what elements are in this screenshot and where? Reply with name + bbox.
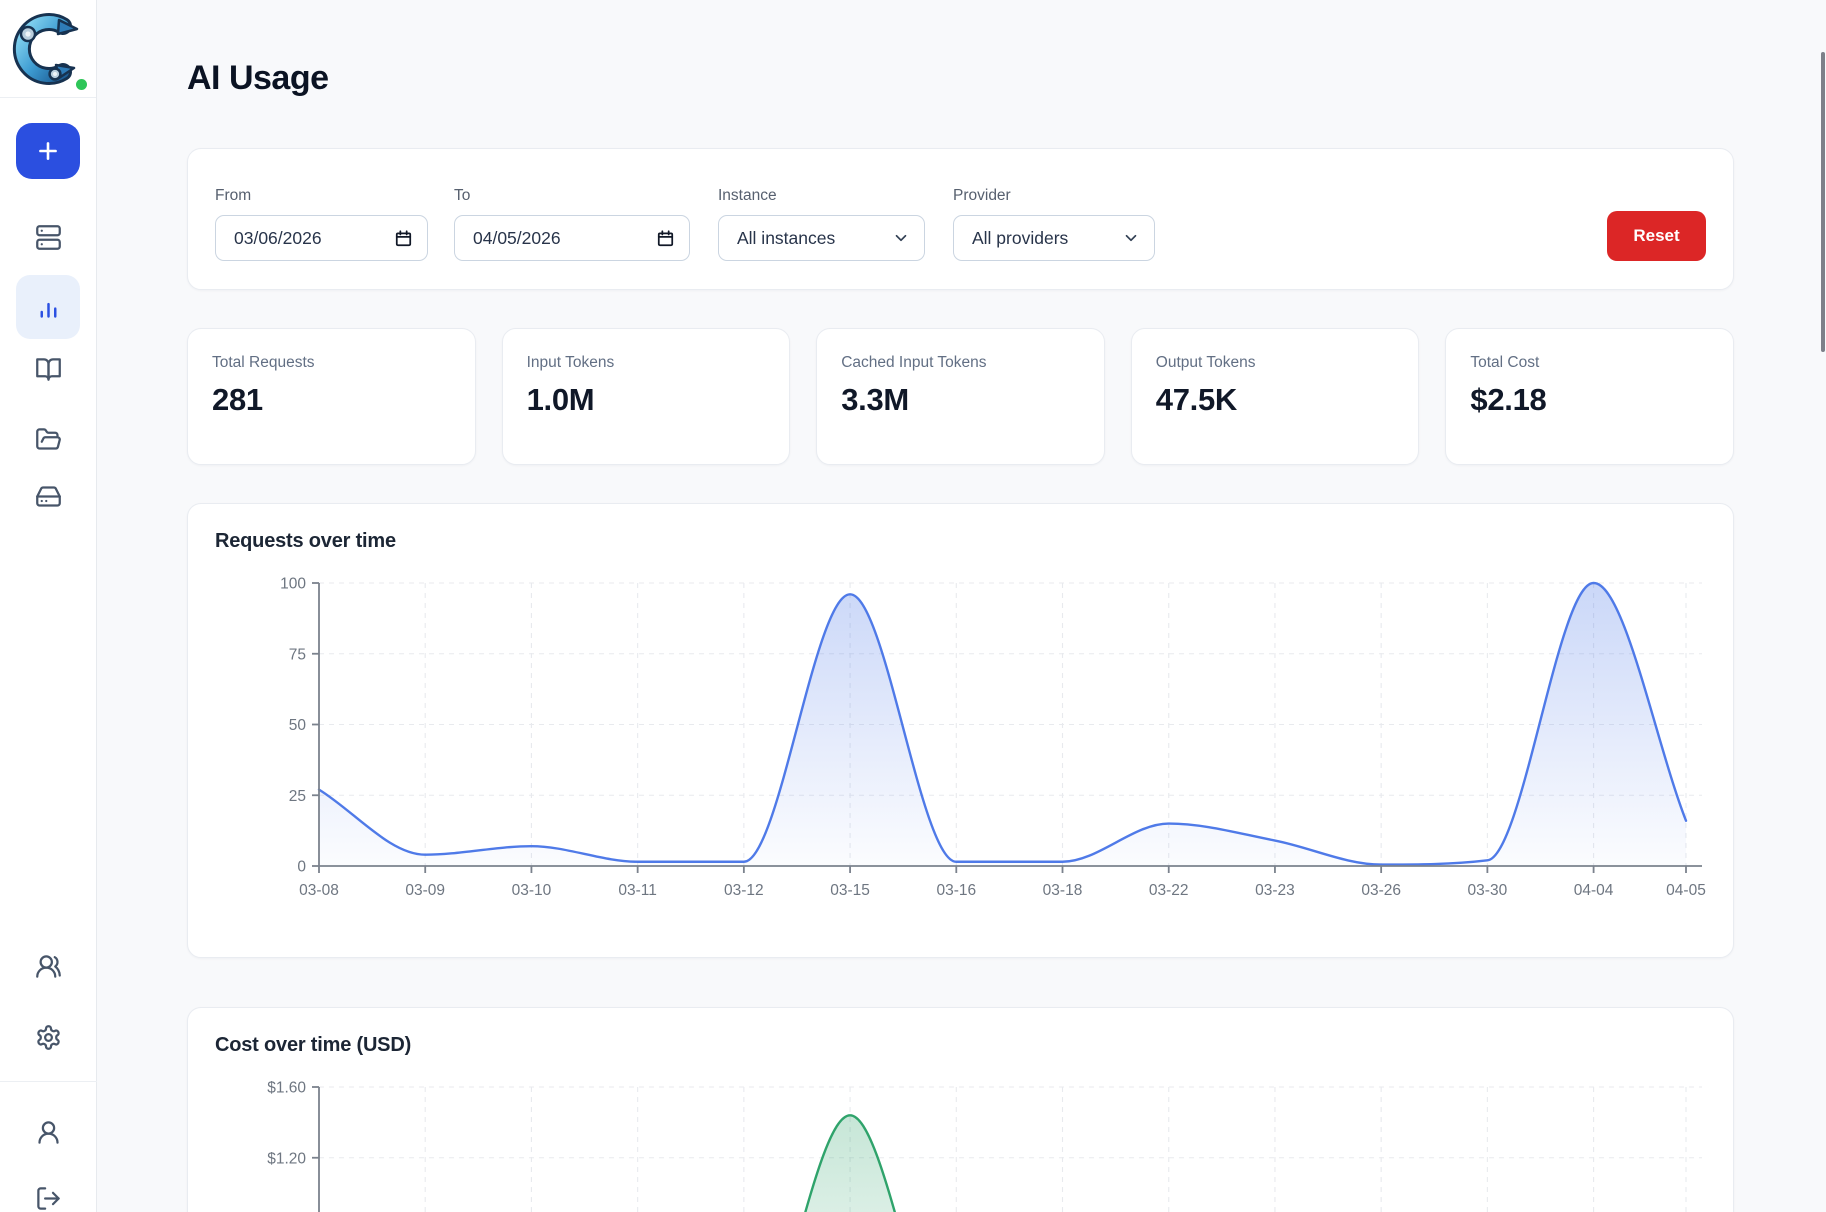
svg-text:03-23: 03-23: [1255, 882, 1295, 899]
usage-bar-chart-icon: [35, 294, 62, 321]
provider-select[interactable]: All providers: [953, 215, 1155, 261]
stats-row: Total Requests 281 Input Tokens 1.0M Cac…: [187, 328, 1734, 465]
svg-text:03-22: 03-22: [1149, 882, 1189, 899]
from-date-input[interactable]: 03/06/2026: [215, 215, 428, 261]
stat-card-input-tokens: Input Tokens 1.0M: [502, 328, 791, 465]
account-user-icon: [35, 1119, 62, 1146]
to-date-input[interactable]: 04/05/2026: [454, 215, 690, 261]
page-title: AI Usage: [187, 56, 1734, 100]
stat-value: 3.3M: [841, 382, 1080, 418]
stat-card-cached-input-tokens: Cached Input Tokens 3.3M: [816, 328, 1105, 465]
svg-text:03-30: 03-30: [1468, 882, 1508, 899]
from-label: From: [215, 187, 428, 205]
users-icon: [35, 953, 62, 980]
scrollbar-thumb[interactable]: [1821, 52, 1825, 352]
svg-text:50: 50: [289, 717, 307, 734]
svg-text:03-15: 03-15: [830, 882, 870, 899]
provider-label: Provider: [953, 187, 1155, 205]
sidebar-item-instances[interactable]: [28, 223, 68, 251]
to-date-value: 04/05/2026: [473, 228, 561, 249]
stat-card-total-requests: Total Requests 281: [187, 328, 476, 465]
instance-select[interactable]: All instances: [718, 215, 925, 261]
svg-text:04-05: 04-05: [1666, 882, 1706, 899]
sidebar-item-docs[interactable]: [28, 355, 68, 383]
stat-value: $2.18: [1470, 382, 1709, 418]
plus-icon: [35, 138, 61, 164]
svg-text:$1.20: $1.20: [267, 1150, 306, 1167]
svg-text:03-11: 03-11: [618, 882, 657, 899]
stat-card-total-cost: Total Cost $2.18: [1445, 328, 1734, 465]
chevron-down-icon: [1122, 229, 1140, 247]
chevron-down-icon: [892, 229, 910, 247]
sidebar-item-projects[interactable]: [28, 425, 68, 453]
stat-label: Cached Input Tokens: [841, 354, 1080, 372]
stat-value: 1.0M: [527, 382, 766, 418]
svg-text:03-26: 03-26: [1361, 882, 1401, 899]
stat-label: Output Tokens: [1156, 354, 1395, 372]
requests-over-time-card: Requests over time 025507510003-0803-090…: [187, 503, 1734, 958]
sidebar-item-account[interactable]: [28, 1118, 68, 1146]
cost-area-chart[interactable]: $0.00$0.40$0.80$1.20$1.6003-0803-0903-10…: [215, 1069, 1708, 1212]
svg-text:100: 100: [280, 576, 306, 593]
svg-text:03-12: 03-12: [724, 882, 764, 899]
stat-label: Total Cost: [1470, 354, 1709, 372]
instances-server-icon: [35, 224, 62, 251]
reset-button[interactable]: Reset: [1607, 211, 1706, 261]
svg-text:03-16: 03-16: [936, 882, 976, 899]
svg-text:$1.60: $1.60: [267, 1080, 306, 1097]
to-label: To: [454, 187, 690, 205]
stat-label: Total Requests: [212, 354, 451, 372]
online-status-dot: [76, 79, 87, 90]
provider-selected-value: All providers: [972, 228, 1068, 249]
calendar-icon[interactable]: [656, 229, 675, 248]
svg-text:03-09: 03-09: [405, 882, 445, 899]
docs-book-open-icon: [35, 356, 62, 383]
sidebar-item-logout[interactable]: [28, 1184, 68, 1212]
main-content: AI Usage From 03/06/2026 To 04/05/2026 I…: [97, 0, 1826, 1212]
svg-text:03-10: 03-10: [512, 882, 552, 899]
cost-chart-title: Cost over time (USD): [215, 1034, 1706, 1057]
sidebar-item-users[interactable]: [28, 952, 68, 980]
sidebar-item-settings[interactable]: [28, 1023, 68, 1051]
log-out-icon: [35, 1185, 62, 1212]
svg-text:0: 0: [297, 859, 306, 876]
instance-selected-value: All instances: [737, 228, 835, 249]
stat-card-output-tokens: Output Tokens 47.5K: [1131, 328, 1420, 465]
new-item-button[interactable]: [16, 123, 80, 179]
sidebar-item-usage[interactable]: [16, 275, 80, 339]
stat-value: 47.5K: [1156, 382, 1395, 418]
sidebar: [0, 0, 97, 1212]
svg-text:04-04: 04-04: [1574, 882, 1614, 899]
storage-hard-drive-icon: [35, 483, 62, 510]
projects-folder-open-icon: [35, 426, 62, 453]
svg-text:25: 25: [289, 788, 306, 805]
requests-area-chart[interactable]: 0 25 50 75 100 03-08 03-09 03-10 03-11 03-12 03-15…: [215, 565, 1708, 917]
from-date-value: 03/06/2026: [234, 228, 322, 249]
filter-bar: From 03/06/2026 To 04/05/2026 Instance A…: [187, 148, 1734, 290]
svg-text:03-18: 03-18: [1043, 882, 1083, 899]
logo-claw-icon: [10, 11, 86, 87]
calendar-icon[interactable]: [394, 229, 413, 248]
stat-label: Input Tokens: [527, 354, 766, 372]
sidebar-item-storage[interactable]: [28, 482, 68, 510]
instance-label: Instance: [718, 187, 925, 205]
cost-over-time-card: Cost over time (USD) $0.00$0.40$0.80$1.2…: [187, 1007, 1734, 1212]
settings-gear-icon: [35, 1024, 62, 1051]
requests-chart-title: Requests over time: [215, 530, 1706, 553]
stat-value: 281: [212, 382, 451, 418]
svg-text:75: 75: [289, 646, 306, 663]
svg-text:03-08: 03-08: [299, 882, 339, 899]
app-logo[interactable]: [0, 0, 96, 98]
